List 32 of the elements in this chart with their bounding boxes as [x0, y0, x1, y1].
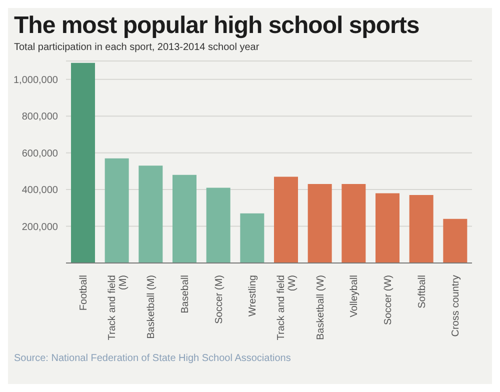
bar — [274, 176, 298, 263]
x-tick-label: Softball — [416, 275, 428, 308]
bar — [342, 184, 366, 263]
bar — [308, 184, 332, 263]
x-tick-label: Basketball (M) — [146, 275, 158, 339]
bar — [172, 174, 196, 263]
bar — [138, 166, 163, 263]
x-tick-label: Wrestling — [248, 275, 259, 316]
bar — [443, 218, 468, 263]
x-tick-label: Soccer (W) — [382, 275, 394, 325]
y-tick-label: 1,000,000 — [14, 74, 58, 86]
bar — [206, 188, 230, 263]
y-tick-label: 400,000 — [22, 185, 58, 196]
x-tick-label: Basketball (W) — [315, 275, 326, 340]
x-tick-label: Track and field (M) — [106, 275, 129, 340]
x-tick-label: Volleyball — [349, 275, 360, 318]
chart-title: The most popular high school sports — [13, 11, 420, 40]
source-note: Source: National Federation of State High School Associations — [13, 353, 292, 364]
y-tick-label: 800,000 — [22, 112, 58, 123]
x-tick-label: Soccer (M) — [214, 275, 225, 324]
bar — [376, 193, 400, 263]
x-tick-label: Football — [78, 275, 90, 311]
bar — [71, 62, 95, 263]
bar — [240, 213, 264, 263]
x-tick-label: Baseball — [180, 275, 191, 314]
x-tick-label: Cross country — [450, 275, 462, 337]
bar — [409, 195, 434, 263]
chart-subtitle: Total participation in each sport, 2013-2014 school year — [13, 41, 260, 53]
y-tick-label: 600,000 — [22, 148, 58, 160]
bar — [104, 158, 129, 263]
x-tick-label: Track and field (W) — [276, 275, 298, 340]
y-tick-label: 200,000 — [22, 222, 58, 233]
